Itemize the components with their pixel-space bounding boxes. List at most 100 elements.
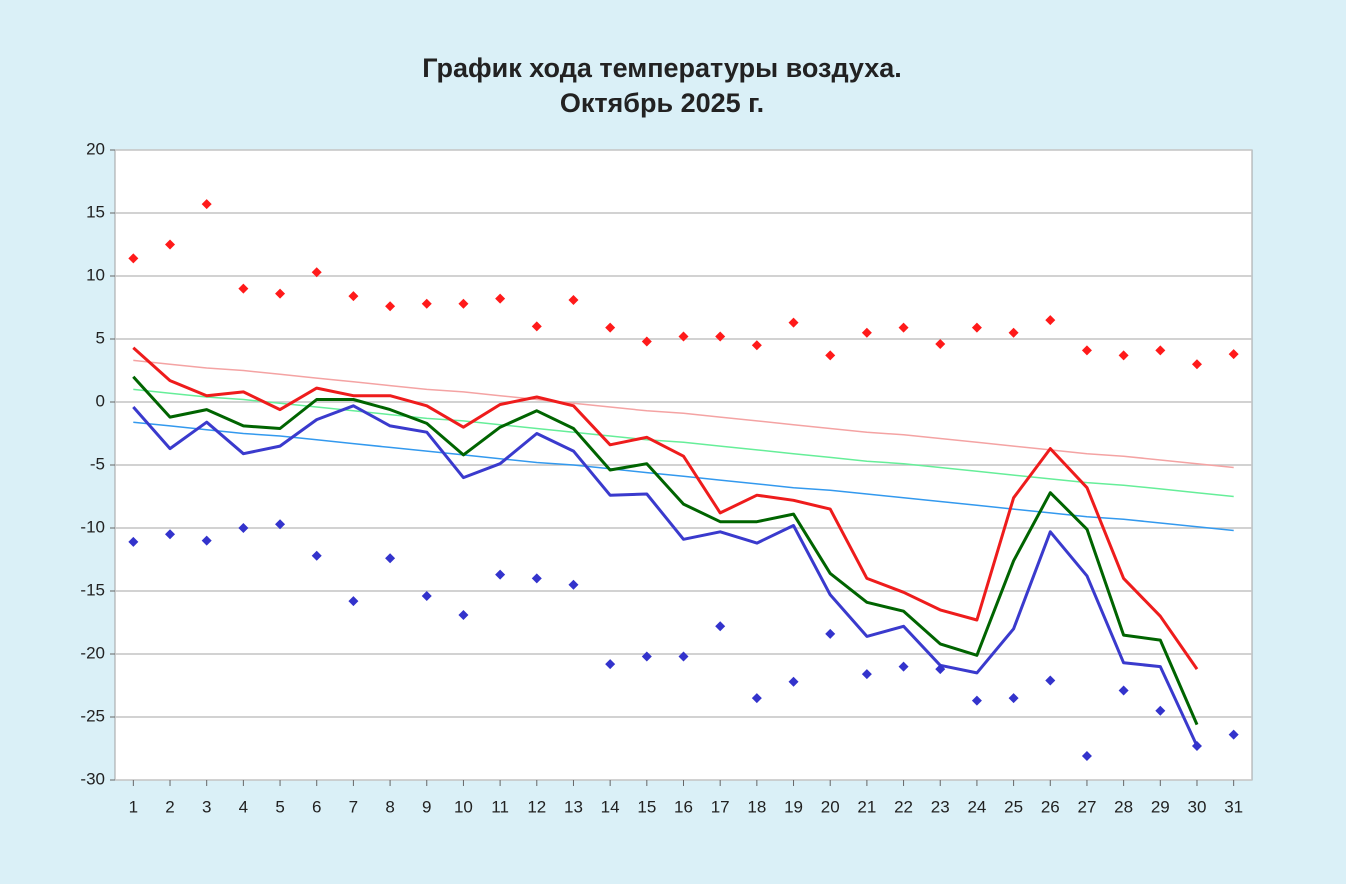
y-tick-label: 10 xyxy=(86,265,105,284)
series-marker xyxy=(935,664,946,675)
x-tick-label: 18 xyxy=(747,797,766,816)
x-tick-label: 12 xyxy=(527,797,546,816)
series-marker xyxy=(1155,345,1166,356)
series-marker xyxy=(311,267,322,278)
series-marker xyxy=(568,579,579,590)
x-tick-label: 15 xyxy=(637,797,656,816)
series-marker xyxy=(825,350,836,361)
y-tick-label: 0 xyxy=(96,391,105,410)
x-tick-label: 29 xyxy=(1151,797,1170,816)
series-marker xyxy=(128,536,139,547)
x-tick-label: 14 xyxy=(601,797,620,816)
x-tick-label: 28 xyxy=(1114,797,1133,816)
series-marker xyxy=(971,695,982,706)
series-marker xyxy=(641,336,652,347)
series-marker xyxy=(311,550,322,561)
x-tick-label: 19 xyxy=(784,797,803,816)
x-tick-label: 6 xyxy=(312,797,321,816)
series-marker xyxy=(751,340,762,351)
series-marker xyxy=(935,339,946,350)
x-tick-label: 21 xyxy=(857,797,876,816)
x-tick-label: 17 xyxy=(711,797,730,816)
y-tick-label: -10 xyxy=(80,517,105,536)
x-tick-label: 25 xyxy=(1004,797,1023,816)
series-marker xyxy=(971,322,982,333)
series-marker xyxy=(1045,675,1056,686)
series-marker xyxy=(715,621,726,632)
series-marker xyxy=(238,283,249,294)
y-tick-label: -25 xyxy=(80,706,105,725)
series-marker xyxy=(421,298,432,309)
series-marker xyxy=(385,301,396,312)
series-marker xyxy=(458,609,469,620)
series-marker xyxy=(1081,345,1092,356)
x-tick-label: 8 xyxy=(385,797,394,816)
y-tick-label: -20 xyxy=(80,643,105,662)
series-marker xyxy=(275,288,286,299)
series-marker xyxy=(1118,350,1129,361)
series-marker xyxy=(641,651,652,662)
x-tick-label: 3 xyxy=(202,797,211,816)
x-tick-label: 5 xyxy=(275,797,284,816)
series-marker xyxy=(1191,740,1202,751)
x-tick-label: 1 xyxy=(129,797,138,816)
x-tick-label: 2 xyxy=(165,797,174,816)
x-tick-label: 27 xyxy=(1077,797,1096,816)
series-marker xyxy=(825,628,836,639)
series-marker xyxy=(165,529,176,540)
x-tick-label: 30 xyxy=(1188,797,1207,816)
series-marker xyxy=(605,322,616,333)
series-marker xyxy=(1228,729,1239,740)
series-marker xyxy=(1008,693,1019,704)
y-tick-label: 20 xyxy=(86,139,105,158)
chart-subtitle: Октябрь 2025 г. xyxy=(560,88,764,118)
series-marker xyxy=(201,199,212,210)
y-tick-label: -15 xyxy=(80,580,105,599)
x-tick-label: 13 xyxy=(564,797,583,816)
series-marker xyxy=(788,676,799,687)
series-line xyxy=(132,375,1199,726)
series-marker xyxy=(861,669,872,680)
series-line xyxy=(133,421,1234,532)
x-tick-label: 10 xyxy=(454,797,473,816)
y-tick-label: 5 xyxy=(96,328,105,347)
series-marker xyxy=(495,293,506,304)
series-marker xyxy=(1008,327,1019,338)
series-marker xyxy=(1155,705,1166,716)
series-marker xyxy=(1118,685,1129,696)
y-tick-label: -5 xyxy=(90,454,105,473)
x-tick-label: 31 xyxy=(1224,797,1243,816)
series-marker xyxy=(1191,359,1202,370)
series-marker xyxy=(165,239,176,250)
series-marker xyxy=(201,535,212,546)
series-marker xyxy=(1228,349,1239,360)
series-marker xyxy=(678,331,689,342)
series-marker xyxy=(861,327,872,338)
series-marker xyxy=(788,317,799,328)
x-tick-label: 24 xyxy=(967,797,986,816)
series-marker xyxy=(605,659,616,670)
x-tick-label: 9 xyxy=(422,797,431,816)
series-marker xyxy=(751,693,762,704)
x-tick-label: 22 xyxy=(894,797,913,816)
series-marker xyxy=(421,591,432,602)
series-marker xyxy=(238,523,249,533)
series-marker xyxy=(458,298,469,309)
series-marker xyxy=(678,651,689,662)
series-marker xyxy=(898,661,909,672)
x-tick-label: 16 xyxy=(674,797,693,816)
series-marker xyxy=(128,253,139,264)
series-marker xyxy=(385,553,396,564)
x-tick-label: 23 xyxy=(931,797,950,816)
series-marker xyxy=(1081,751,1092,762)
x-tick-label: 11 xyxy=(491,797,509,816)
series-marker xyxy=(531,573,542,584)
series-marker xyxy=(898,322,909,333)
chart-title: График хода температуры воздуха. xyxy=(422,53,902,83)
series-marker xyxy=(715,331,726,342)
x-tick-label: 7 xyxy=(349,797,358,816)
series-marker xyxy=(1045,315,1056,326)
series-marker xyxy=(495,569,506,580)
series-marker xyxy=(531,321,542,332)
